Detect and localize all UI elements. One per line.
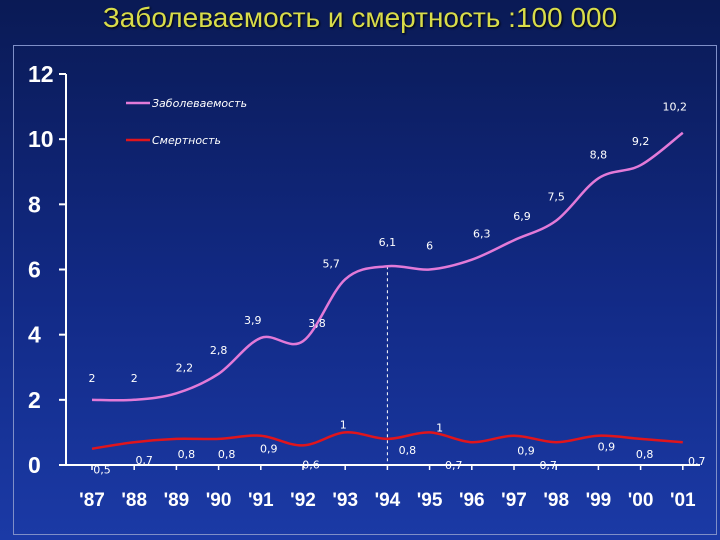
incidence-data-label: 6,1 [379, 236, 397, 249]
incidence-data-label: 2 [131, 372, 138, 385]
incidence-data-label: 8,8 [590, 148, 608, 161]
x-tick-label: '99 [586, 490, 612, 511]
mortality-data-label: 0,7 [135, 454, 153, 467]
incidence-data-label: 3,8 [308, 317, 326, 330]
legend-item-mortality: Смертность [126, 134, 221, 147]
y-tick-label: 0 [28, 452, 41, 478]
mortality-data-label: 1 [436, 421, 443, 434]
x-tick-label: '98 [543, 490, 569, 511]
slide-title: Заболеваемость и смертность :100 000 [102, 2, 618, 33]
x-tick-label: '92 [290, 490, 316, 511]
incidence-data-label: 6,3 [473, 228, 491, 241]
mortality-data-label: 0,8 [178, 448, 196, 461]
mortality-data-label: 0,5 [93, 464, 111, 477]
mortality-data-label: 0,7 [445, 459, 463, 472]
x-tick-label: '01 [670, 490, 696, 511]
x-tick-label: '96 [459, 490, 485, 511]
y-tick-label: 12 [28, 61, 54, 87]
mortality-data-label: 0,9 [598, 441, 616, 454]
mortality-data-label: 0,7 [688, 455, 706, 468]
incidence-data-label: 2,8 [210, 344, 228, 357]
incidence-data-label: 7,5 [547, 191, 565, 204]
x-tick-label: '93 [332, 490, 358, 511]
legend: Заболеваемость Смертность [126, 97, 247, 147]
y-tick-label: 2 [28, 387, 41, 413]
x-tick-label: '00 [628, 490, 654, 511]
x-tick-label: '90 [206, 490, 232, 511]
x-tick-label: '95 [417, 490, 443, 511]
incidence-data-label: 9,2 [632, 135, 650, 148]
mortality-data-label: 0,9 [260, 443, 278, 456]
mortality-data-label: 0,9 [517, 445, 535, 458]
series-layer [91, 131, 684, 450]
incidence-data-label: 5,7 [322, 257, 340, 270]
x-tick-label: '97 [501, 490, 527, 511]
incidence-data-label: 2,2 [176, 361, 194, 374]
x-tick-label: '94 [375, 490, 401, 511]
y-tick-label: 6 [28, 257, 41, 283]
incidence-line [91, 131, 684, 402]
incidence-data-label: 10,2 [663, 101, 688, 114]
y-tick-label: 8 [28, 191, 41, 217]
y-tick-label: 4 [28, 322, 41, 348]
incidence-data-label: 6 [426, 240, 433, 253]
legend-label: Заболеваемость [152, 97, 247, 110]
mortality-data-label: 0,6 [302, 458, 320, 471]
x-tick-label: '87 [79, 490, 105, 511]
y-tick-label: 10 [28, 126, 54, 152]
incidence-data-label: 2 [89, 372, 96, 385]
mortality-data-label: 0,8 [399, 444, 417, 457]
mortality-data-label: 0,7 [539, 459, 557, 472]
x-tick-label: '88 [121, 490, 147, 511]
legend-label: Смертность [152, 134, 221, 147]
legend-item-incidence: Заболеваемость [126, 97, 247, 110]
mortality-line [91, 431, 683, 450]
mortality-data-label: 1 [340, 418, 347, 431]
incidence-data-label: 6,9 [513, 210, 531, 223]
mortality-data-label: 0,8 [218, 448, 236, 461]
data-labels: 2 2 2,2 2,8 3,9 3,8 5,7 6,1 6 6,3 6,9 7,5 8,8 9,2 10,2… [89, 101, 706, 477]
mortality-data-label: 0,8 [636, 448, 654, 461]
x-tick-label: '91 [248, 490, 274, 511]
chart-frame [13, 45, 717, 535]
x-tick-label: '89 [164, 490, 190, 511]
incidence-data-label: 3,9 [244, 314, 262, 327]
